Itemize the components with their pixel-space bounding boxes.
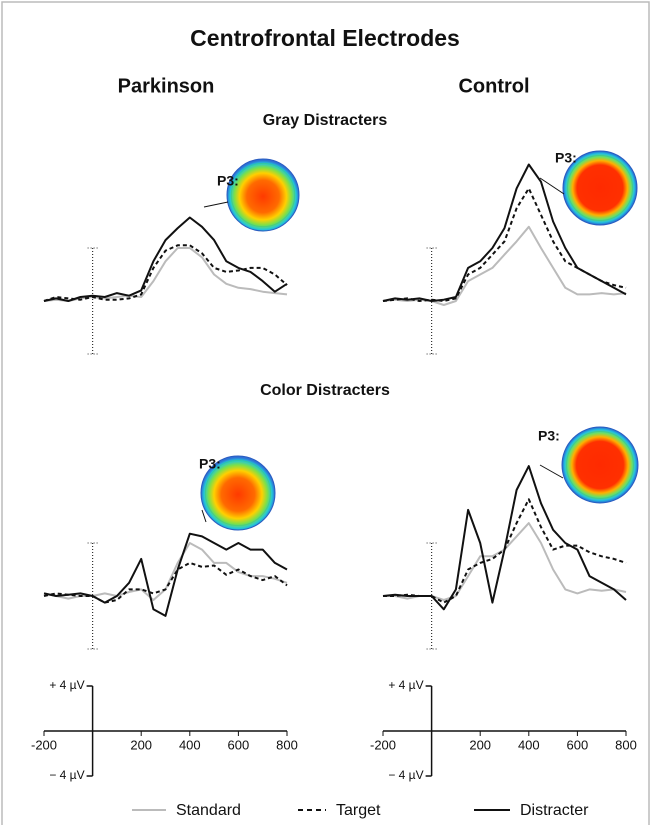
y-tick-label: + 4 µV [49, 678, 84, 692]
erp-line [382, 163, 627, 302]
y-tick-label: − 4 µV [388, 768, 423, 782]
figure-title: Centrofrontal Electrodes [190, 25, 460, 51]
x-tick-label: -200 [370, 737, 396, 752]
row-label: Color Distracters [260, 382, 390, 399]
y-tick-label: + 4 µV [388, 678, 423, 692]
x-tick-label: 400 [179, 737, 201, 752]
topomap-ring [204, 459, 272, 527]
leader-line [203, 201, 229, 208]
row-label: Gray Distracters [263, 112, 388, 129]
topomap-ring [566, 431, 634, 499]
erp-line [43, 561, 288, 604]
annotation: P3: [555, 150, 577, 166]
x-tick-label: 400 [518, 737, 540, 752]
x-tick-label: 600 [228, 737, 250, 752]
x-tick-label: -200 [31, 737, 57, 752]
topomap [562, 150, 638, 226]
annotation: P3: [538, 428, 560, 444]
x-tick-label: 800 [276, 737, 298, 752]
erp-line [43, 216, 288, 302]
erp-line [43, 247, 288, 302]
topomap [226, 158, 300, 232]
erp-line [43, 532, 288, 617]
leader-line [201, 509, 207, 523]
column-label: Parkinson [118, 75, 215, 97]
annotation: P3: [199, 456, 221, 472]
x-tick-label: 800 [615, 737, 637, 752]
erp-line [382, 187, 627, 302]
x-tick-label: 600 [567, 737, 589, 752]
erp-line [43, 542, 288, 601]
legend-label: Target [336, 802, 381, 819]
topomap-ring [230, 162, 296, 228]
legend-label: Standard [176, 802, 241, 819]
erp-line [382, 465, 627, 611]
legend-label: Distracter [520, 802, 589, 819]
x-tick-label: 200 [130, 737, 152, 752]
erp-line [43, 244, 288, 302]
leader-line [539, 464, 564, 479]
y-tick-label: − 4 µV [49, 768, 84, 782]
erp-line [382, 225, 627, 306]
topomap [200, 455, 276, 531]
column-label: Control [458, 75, 529, 97]
erp-line [383, 522, 627, 601]
topomap-ring [566, 154, 634, 222]
x-tick-label: 200 [469, 737, 491, 752]
annotation: P3: [217, 173, 239, 189]
topomap [561, 426, 639, 504]
leader-line [539, 177, 565, 195]
